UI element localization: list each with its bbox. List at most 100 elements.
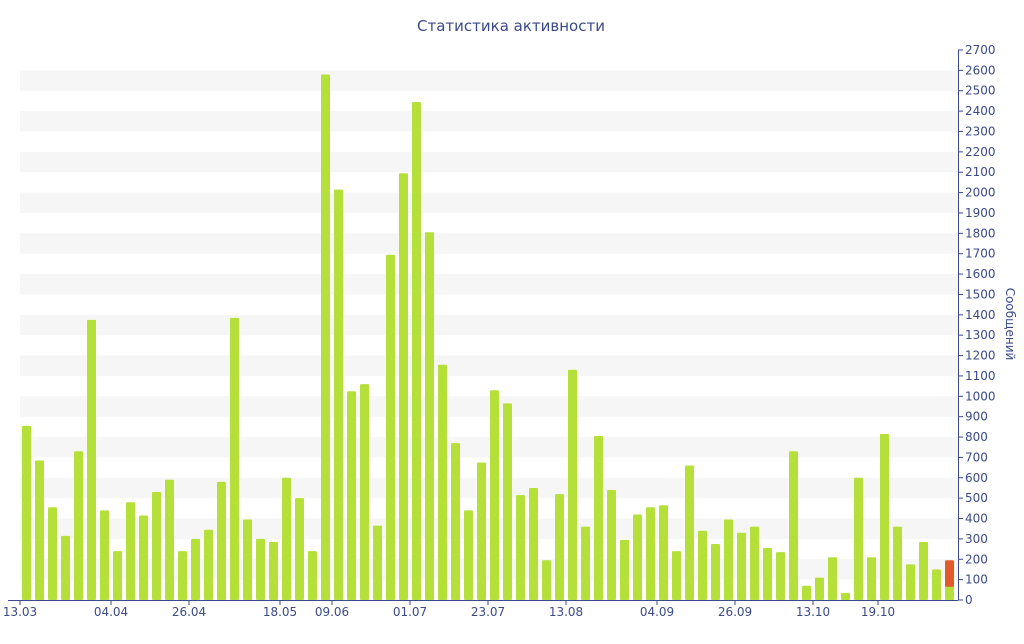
bar (490, 390, 499, 600)
bar (399, 173, 408, 601)
y-tick-label: 2400 (965, 104, 996, 118)
bar (412, 101, 421, 600)
bar (516, 495, 525, 600)
y-tick-label: 1900 (965, 206, 996, 220)
y-tick-label: 2200 (965, 145, 996, 159)
bar (594, 436, 603, 600)
x-tick-label: 13.03 (3, 605, 37, 619)
bar (646, 507, 655, 600)
bar (542, 560, 551, 600)
bar (269, 541, 278, 600)
bar (568, 369, 577, 600)
y-tick-label: 1200 (965, 349, 996, 363)
bar (178, 551, 187, 600)
bar (776, 552, 785, 600)
bar (334, 189, 343, 601)
bar (87, 319, 96, 600)
grid-band (20, 192, 958, 213)
grid-band (20, 151, 958, 173)
bar (789, 451, 798, 600)
bar (854, 477, 863, 600)
bar (724, 519, 733, 600)
bar (763, 548, 772, 600)
bar (438, 364, 447, 600)
bar (529, 487, 538, 600)
bar (139, 515, 148, 600)
bar (308, 551, 317, 600)
bar (503, 403, 512, 600)
bar (217, 481, 226, 600)
bar (386, 254, 395, 600)
bar (919, 541, 928, 600)
bar (620, 539, 629, 600)
x-tick-label: 23.07 (471, 605, 505, 619)
y-tick-label: 1000 (965, 389, 996, 403)
y-tick-label: 1700 (965, 247, 996, 261)
y-tick-label: 2700 (965, 43, 996, 57)
grid-band (20, 314, 958, 336)
bar (841, 592, 850, 600)
bar (711, 543, 720, 600)
bar (555, 494, 564, 600)
bar (867, 557, 876, 600)
y-tick-label: 2300 (965, 124, 996, 138)
y-tick-label: 1100 (965, 369, 996, 383)
bar (828, 557, 837, 600)
y-tick-label: 0 (965, 593, 973, 607)
bar (607, 490, 616, 600)
y-tick-label: 800 (965, 430, 988, 444)
bar (126, 502, 135, 600)
bar (698, 530, 707, 600)
bar (360, 384, 369, 600)
x-tick-label: 18.05 (263, 605, 297, 619)
bar (48, 507, 57, 600)
bar (74, 451, 83, 600)
bar (685, 465, 694, 600)
bar (230, 317, 239, 600)
bar (672, 551, 681, 600)
bar (152, 492, 161, 600)
x-tick-label: 13.08 (549, 605, 583, 619)
bar (750, 526, 759, 600)
bar (282, 477, 291, 600)
bar (35, 460, 44, 600)
x-axis-ticks: 13.03 04.04 26.04 18.05 09.06 01.07 23.07 13.08… (3, 600, 895, 619)
bar (373, 525, 382, 600)
grid-bands (20, 70, 958, 580)
bar (880, 433, 889, 600)
grid-band (20, 355, 958, 376)
bar (243, 519, 252, 600)
bar (347, 391, 356, 600)
bar (204, 529, 213, 600)
bar (425, 232, 434, 600)
y-tick-label: 2500 (965, 84, 996, 98)
bar (165, 479, 174, 600)
bar (100, 510, 109, 600)
bar (256, 538, 265, 600)
y-tick-label: 300 (965, 532, 988, 546)
bar (659, 505, 668, 600)
x-tick-label: 04.04 (94, 605, 128, 619)
bar (321, 74, 330, 600)
y-tick-label: 400 (965, 512, 988, 526)
y-tick-label: 900 (965, 410, 988, 424)
bar (464, 510, 473, 600)
grid-band (20, 477, 958, 499)
bar (906, 564, 915, 600)
bar-highlight (945, 560, 954, 587)
y-tick-label: 2100 (965, 165, 996, 179)
y-tick-label: 200 (965, 552, 988, 566)
y-tick-label: 1800 (965, 226, 996, 240)
y-tick-label: 2000 (965, 186, 996, 200)
y-tick-label: 500 (965, 491, 988, 505)
y-tick-label: 700 (965, 450, 988, 464)
bar (22, 425, 31, 600)
y-tick-label: 600 (965, 471, 988, 485)
bars-group (22, 74, 954, 601)
x-tick-label: 01.07 (393, 605, 427, 619)
y-axis-title: Сообщений (1003, 288, 1017, 361)
bar (61, 535, 70, 600)
x-tick-label: 13.10 (796, 605, 830, 619)
grid-band (20, 559, 958, 580)
